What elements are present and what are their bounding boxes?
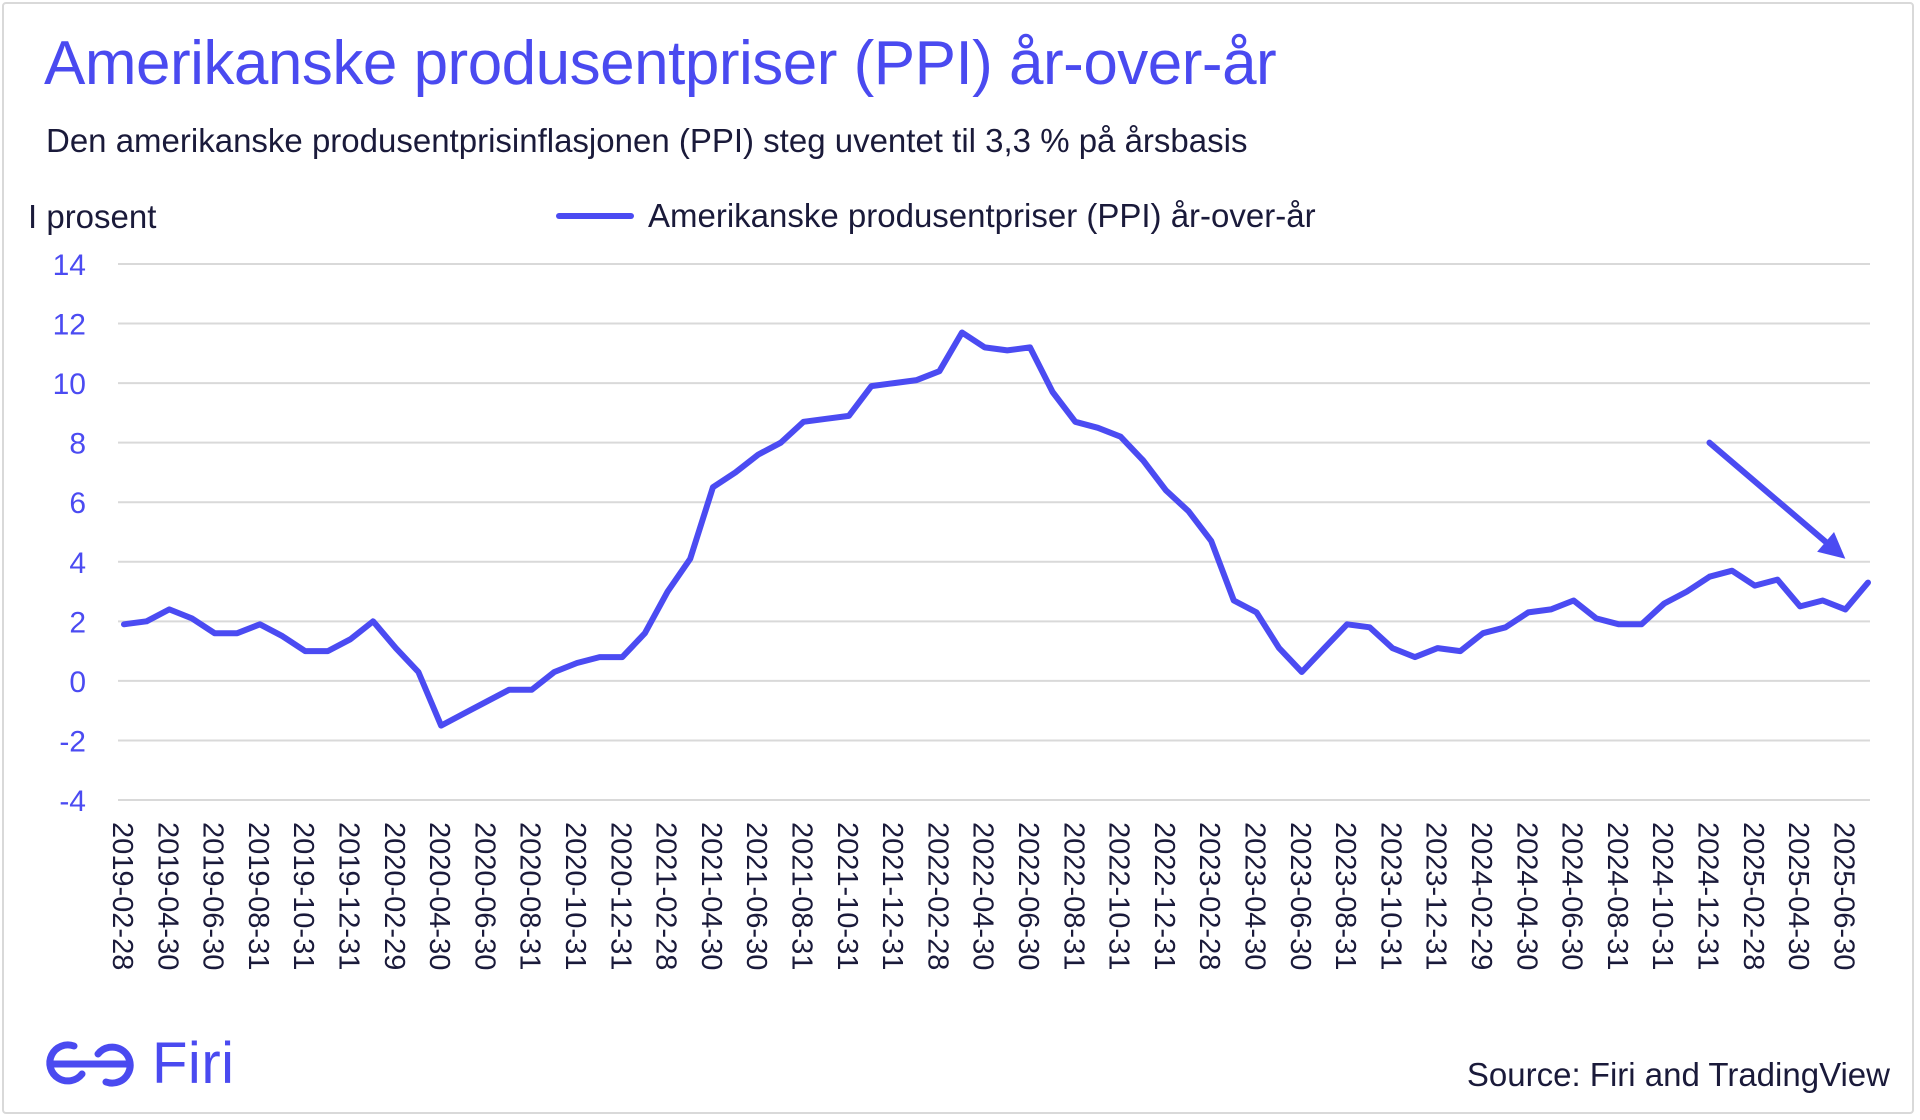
y-tick-label: -4	[59, 785, 86, 818]
x-tick-label: 2019-12-31	[332, 822, 364, 970]
y-axis-ticks: -4 -2 0 2 4 6 8 10 12 14	[53, 249, 86, 818]
x-tick-label: 2021-10-31	[831, 822, 863, 970]
y-tick-label: 10	[53, 368, 86, 401]
series-group	[121, 329, 1871, 729]
x-tick-label: 2023-10-31	[1374, 822, 1406, 970]
gridlines	[118, 263, 1870, 801]
x-tick-label: 2022-02-28	[921, 822, 953, 970]
series-line	[121, 329, 1871, 729]
y-tick-label: 2	[69, 606, 86, 639]
x-tick-label: 2021-08-31	[785, 822, 817, 970]
x-tick-label: 2019-10-31	[287, 822, 319, 970]
chart-title: Amerikanske produsentpriser (PPI) år-ove…	[44, 29, 1277, 98]
source-note: Source: Firi and TradingView	[1466, 1056, 1890, 1093]
x-tick-label: 2023-04-30	[1238, 822, 1270, 970]
firi-logo: Firi	[38, 1030, 235, 1097]
x-tick-label: 2022-12-31	[1148, 822, 1180, 970]
x-tick-label: 2020-12-31	[604, 822, 636, 970]
y-tick-label: 0	[69, 666, 86, 699]
x-tick-label: 2022-10-31	[1103, 822, 1135, 970]
x-tick-label: 2025-04-30	[1782, 822, 1814, 970]
x-tick-label: 2022-08-31	[1057, 822, 1089, 970]
x-tick-label: 2020-02-29	[378, 822, 410, 970]
legend-label: Amerikanske produsentpriser (PPI) år-ove…	[648, 197, 1316, 234]
x-tick-label: 2024-10-31	[1646, 822, 1678, 970]
trend-arrow-shaft	[1706, 439, 1841, 555]
x-tick-label: 2023-12-31	[1420, 822, 1452, 970]
y-tick-label: 6	[69, 487, 86, 520]
x-tick-label: 2020-10-31	[559, 822, 591, 970]
chart-subtitle: Den amerikanske produsentprisinflasjonen…	[46, 122, 1248, 159]
x-tick-label: 2020-08-31	[514, 822, 546, 970]
y-tick-label: -2	[59, 725, 86, 758]
x-tick-label: 2022-06-30	[1012, 822, 1044, 970]
firi-logo-icon	[46, 1040, 134, 1087]
x-tick-label: 2019-02-28	[106, 822, 138, 970]
x-tick-label: 2021-12-31	[876, 822, 908, 970]
y-axis-label: I prosent	[28, 198, 157, 235]
x-tick-label: 2023-06-30	[1284, 822, 1316, 970]
annotation-group	[1706, 439, 1846, 559]
legend: Amerikanske produsentpriser (PPI) år-ove…	[556, 197, 1316, 235]
legend-swatch	[556, 213, 634, 219]
brand-name: Firi	[152, 1031, 235, 1096]
x-tick-label: 2019-04-30	[151, 822, 183, 970]
x-tick-label: 2021-04-30	[695, 822, 727, 970]
trend-arrow-head	[1817, 532, 1846, 559]
x-tick-label: 2020-06-30	[468, 822, 500, 970]
x-tick-label: 2020-04-30	[423, 822, 455, 970]
x-tick-label: 2023-02-28	[1193, 822, 1225, 970]
x-tick-label: 2024-08-31	[1601, 822, 1633, 970]
x-axis-ticks: 2019-02-28 2019-04-30 2019-06-30 2019-08-31…	[106, 822, 1859, 970]
x-tick-label: 2023-08-31	[1329, 822, 1361, 970]
x-tick-label: 2024-06-30	[1556, 822, 1588, 970]
x-tick-label: 2021-06-30	[740, 822, 772, 970]
x-tick-label: 2024-04-30	[1510, 822, 1542, 970]
x-tick-label: 2019-06-30	[197, 822, 229, 970]
x-tick-label: 2021-02-28	[650, 822, 682, 970]
y-tick-label: 4	[69, 547, 86, 580]
x-tick-label: 2025-06-30	[1827, 822, 1859, 970]
x-tick-label: 2019-08-31	[242, 822, 274, 970]
y-tick-label: 8	[69, 428, 86, 461]
x-tick-label: 2022-04-30	[967, 822, 999, 970]
x-tick-label: 2024-12-31	[1691, 822, 1723, 970]
y-tick-label: 14	[53, 249, 86, 282]
y-tick-label: 12	[53, 309, 86, 342]
x-tick-label: 2025-02-28	[1737, 822, 1769, 970]
x-tick-label: 2024-02-29	[1465, 822, 1497, 970]
